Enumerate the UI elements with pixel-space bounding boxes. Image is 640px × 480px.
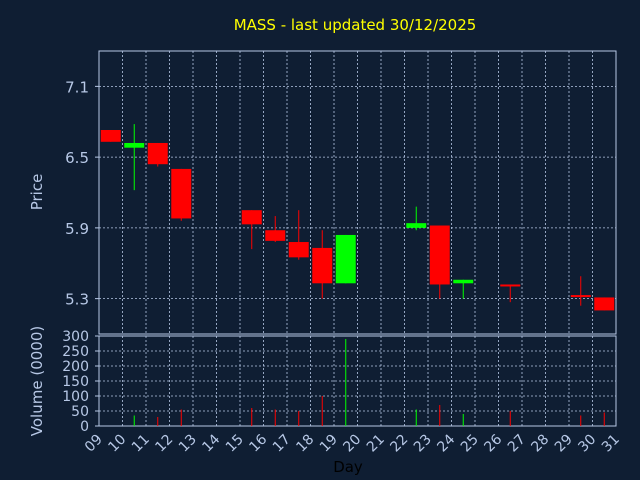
x-tick-label: 12	[152, 432, 176, 456]
candle-body	[124, 142, 145, 148]
volume-tick-label: 150	[62, 374, 89, 390]
candle-body	[429, 225, 450, 285]
candle-body	[335, 234, 356, 284]
price-tick-label: 5.3	[65, 291, 89, 309]
x-tick-label: 24	[434, 431, 458, 455]
price-grid	[99, 51, 616, 334]
volume-tick-label: 50	[71, 404, 89, 420]
volume-tick-label: 100	[62, 389, 89, 405]
volume-grid	[99, 336, 616, 426]
x-tick-label: 20	[340, 432, 364, 456]
candle-body	[241, 210, 262, 225]
chart-title: MASS - last updated 30/12/2025	[234, 16, 477, 34]
volume-tick-label: 200	[62, 359, 89, 375]
x-tick-label: 27	[505, 432, 529, 456]
x-tick-label: 18	[293, 432, 317, 456]
x-tick-label: 17	[270, 432, 294, 456]
x-tick-label: 26	[481, 431, 505, 455]
candle-body	[265, 230, 286, 241]
price-panel: 7.1 6.5 5.9 5.3	[65, 50, 617, 335]
x-tick-label: 09	[82, 432, 106, 456]
x-tick-label: 11	[129, 432, 153, 456]
x-tick-label: 15	[223, 432, 247, 456]
x-tick-label: 21	[364, 432, 388, 456]
price-tick-label: 7.1	[65, 78, 89, 96]
volume-bars	[133, 339, 605, 426]
candles	[100, 124, 615, 311]
price-tick-label: 5.9	[65, 220, 89, 238]
x-tick-label: 29	[552, 432, 576, 456]
volume-tick-label: 0	[80, 419, 89, 435]
x-tick-label: 16	[246, 431, 270, 455]
candle-body	[100, 130, 121, 142]
price-y-ticks: 7.1 6.5 5.9 5.3	[65, 78, 99, 309]
x-tick-label: 14	[199, 431, 223, 455]
candle-body	[171, 168, 192, 219]
x-axis-label: Day	[333, 458, 363, 476]
candle-body	[570, 295, 591, 298]
volume-tick-label: 250	[62, 344, 89, 360]
candle-body	[288, 242, 309, 258]
candle-body	[312, 247, 333, 284]
price-axis-label: Price	[28, 174, 46, 211]
x-tick-label: 25	[458, 432, 482, 456]
x-tick-label: 30	[575, 432, 599, 456]
x-tick-label: 28	[528, 432, 552, 456]
x-tick-label: 22	[387, 432, 411, 456]
x-tick-label: 31	[599, 432, 623, 456]
candle-body	[406, 223, 427, 228]
x-tick-label: 10	[105, 432, 129, 456]
volume-axis-label: Volume (0000)	[28, 326, 46, 436]
candle-body	[453, 279, 474, 284]
x-tick-label: 19	[317, 432, 341, 456]
candle-body	[500, 284, 521, 287]
x-tick-label: 13	[176, 432, 200, 456]
price-tick-label: 6.5	[65, 149, 89, 167]
candle-body	[594, 297, 615, 311]
candle-body	[147, 142, 168, 165]
x-tick-label: 23	[411, 432, 435, 456]
volume-tick-label: 300	[62, 329, 89, 345]
x-ticks: 09 10 11 12 13 14 15 16 17 18 19 20 21 22 23 24 25 26 27 28…	[82, 431, 623, 455]
